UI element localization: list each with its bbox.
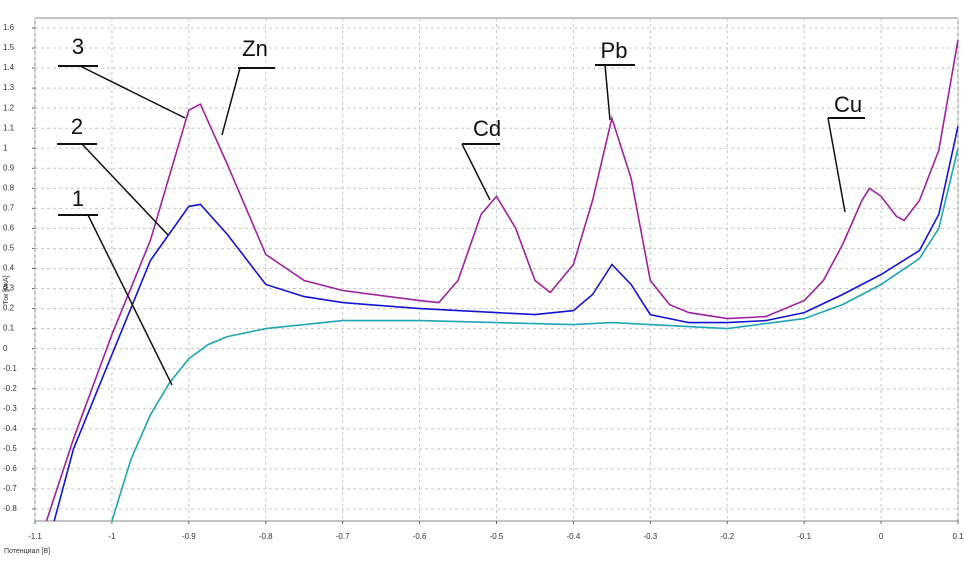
y-tick-label: 0.8 <box>3 183 15 192</box>
x-tick-label: -0.8 <box>259 532 273 541</box>
y-tick-label: -0.7 <box>3 484 17 493</box>
y-tick-label: 0.7 <box>3 203 15 212</box>
y-tick-label: 0.5 <box>3 244 15 253</box>
annotation: 3 <box>72 34 84 59</box>
y-tick-label: -0.3 <box>3 404 17 413</box>
y-tick-label: -0.4 <box>3 424 17 433</box>
y-tick-label: 0.3 <box>3 284 15 293</box>
annotation-leader <box>827 117 846 213</box>
x-tick-label: -0.3 <box>643 532 657 541</box>
y-tick-label: -0.1 <box>3 364 17 373</box>
y-tick-label: 1.4 <box>3 63 15 72</box>
x-tick-label: -0.4 <box>567 532 581 541</box>
x-tick-label: 0.1 <box>952 532 964 541</box>
x-tick-label: -1.1 <box>28 532 42 541</box>
annotation-leader <box>221 67 241 136</box>
y-tick-label: 0.9 <box>3 163 15 172</box>
y-tick-label: -0.5 <box>3 444 17 453</box>
y-tick-label: 0 <box>3 344 8 353</box>
y-tick-label: 1.6 <box>3 23 15 32</box>
y-tick-label: 0.1 <box>3 324 15 333</box>
x-tick-label: 0 <box>879 532 884 541</box>
series-line <box>111 148 959 522</box>
y-tick-label: -0.8 <box>3 504 17 513</box>
y-tick-label: 1 <box>3 143 8 152</box>
annotation-leader <box>87 214 173 386</box>
y-axis-label: Ток [мкА] <box>3 275 10 304</box>
series-line <box>45 39 959 522</box>
x-tick-label: -1 <box>108 532 116 541</box>
annotation: Cd <box>473 116 501 141</box>
y-tick-label: 0.2 <box>3 304 15 313</box>
y-tick-label: 0.4 <box>3 264 15 273</box>
annotation: Pb <box>601 38 628 63</box>
series-line <box>53 126 959 522</box>
annotation: Cu <box>834 92 862 117</box>
annotation: 2 <box>71 114 83 139</box>
y-tick-label: 1.2 <box>3 103 15 112</box>
y-tick-label: 1.1 <box>3 123 15 132</box>
annotation-leader <box>79 65 186 119</box>
y-tick-label: 1.5 <box>3 43 15 52</box>
annotation-leader <box>461 143 491 201</box>
x-tick-label: -0.7 <box>336 532 350 541</box>
x-tick-label: -0.1 <box>797 532 811 541</box>
annotation-leader <box>604 64 611 121</box>
plot-area <box>34 17 959 522</box>
x-tick-label: -0.9 <box>182 532 196 541</box>
y-tick-label: 1.3 <box>3 83 15 92</box>
x-tick-label: -0.2 <box>720 532 734 541</box>
annotation: 1 <box>72 186 84 211</box>
x-tick-label: -0.5 <box>490 532 504 541</box>
x-axis-label: Потенциал [В] <box>4 548 50 555</box>
annotation: Zn <box>242 36 268 61</box>
y-tick-label: -0.6 <box>3 464 17 473</box>
x-tick-label: -0.6 <box>413 532 427 541</box>
y-tick-label: 0.6 <box>3 224 15 233</box>
y-tick-label: -0.2 <box>3 384 17 393</box>
annotation-leader <box>81 143 169 236</box>
